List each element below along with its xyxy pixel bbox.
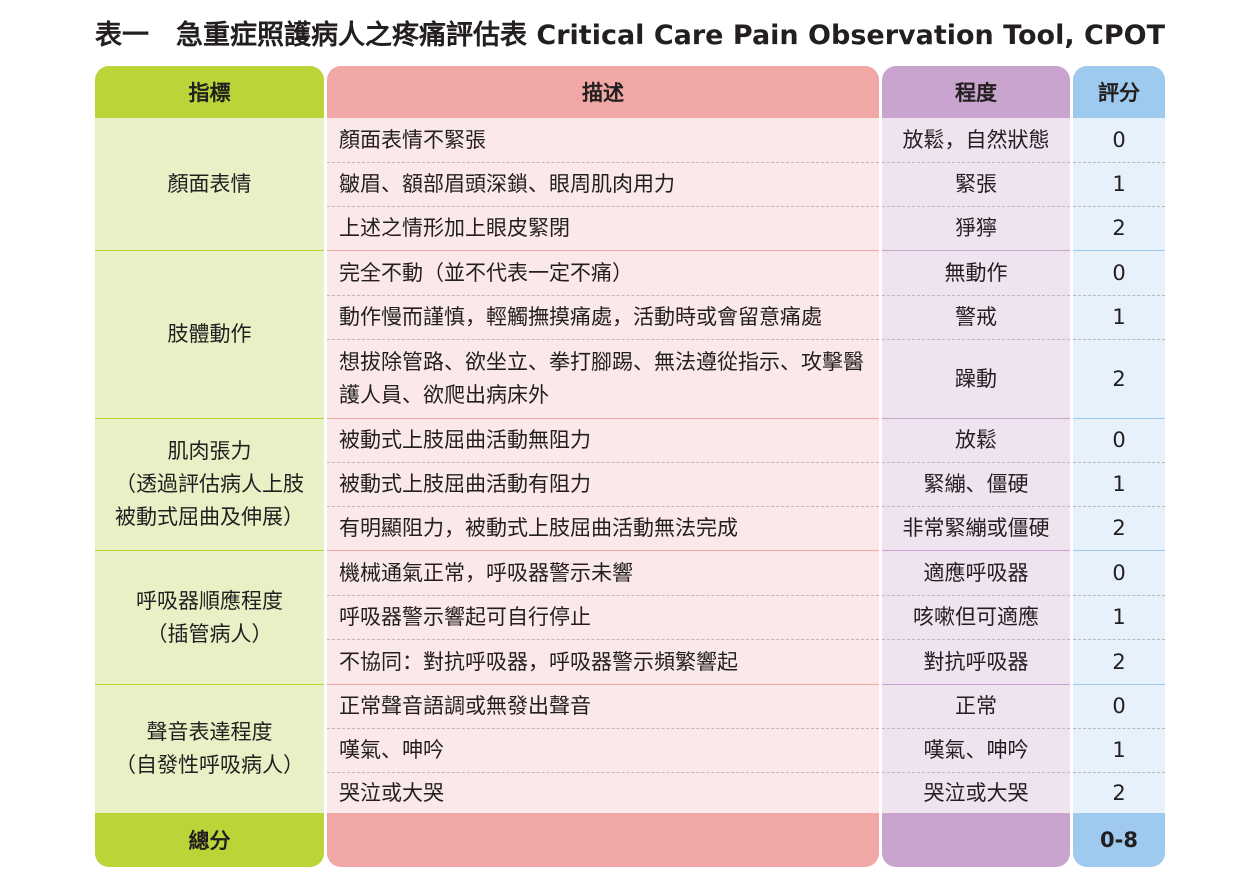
degree-cell: 警戒 [882, 295, 1070, 339]
score-cell: 1 [1073, 162, 1165, 206]
score-cell: 2 [1073, 206, 1165, 250]
description-cell: 顏面表情不緊張 [339, 127, 486, 152]
indicator-cell: 呼吸器順應程度 （插管病人） [95, 550, 324, 684]
description-cell: 想拔除管路、欲坐立、拳打腳踢、無法遵從指示、攻擊醫護人員、欲爬出病床外 [327, 339, 879, 418]
indicator-column: 指標 總分 顏面表情肢體動作 肌肉張力 （透過評估病人上肢 被動式屈曲及伸展） 呼吸… [95, 66, 324, 867]
description-cell: 嘆氣、呻吟 [327, 728, 879, 772]
description-cell: 被動式上肢屈曲活動有阻力 [327, 462, 879, 506]
description-cell: 不協同：對抗呼吸器，呼吸器警示頻繁響起 [327, 639, 879, 684]
degree-cell: 適應呼吸器 [882, 550, 1070, 595]
indicator-cell: 肌肉張力 （透過評估病人上肢 被動式屈曲及伸展） [95, 418, 324, 550]
table-title: 表一 急重症照護病人之疼痛評估表 Critical Care Pain Obse… [95, 20, 1165, 51]
indicator-cell: 肢體動作 [95, 250, 324, 418]
description-header: 描述 [327, 66, 879, 118]
total-description [327, 813, 879, 867]
description-cell: 動作慢而謹慎，輕觸撫摸痛處，活動時或會留意痛處 [327, 295, 879, 339]
total-label: 總分 [95, 813, 324, 867]
description-cell: 有明顯阻力，被動式上肢屈曲活動無法完成 [327, 506, 879, 550]
indicator-header: 指標 [95, 66, 324, 118]
description-cell: 哭泣或大哭 [327, 772, 879, 813]
degree-cell: 緊張 [882, 162, 1070, 206]
score-cell: 1 [1073, 295, 1165, 339]
indicator-cell: 聲音表達程度 （自發性呼吸病人） [95, 684, 324, 813]
degree-cell: 緊繃、僵硬 [882, 462, 1070, 506]
degree-cell: 無動作 [882, 250, 1070, 295]
score-header: 評分 [1073, 66, 1165, 118]
degree-cell: 咳嗽但可適應 [882, 595, 1070, 639]
score-cell: 2 [1073, 339, 1165, 418]
description-cell: 被動式上肢屈曲活動無阻力 [327, 418, 879, 462]
degree-header: 程度 [882, 66, 1070, 118]
description-cell: 上述之情形加上眼皮緊閉 [327, 206, 879, 250]
degree-column: 程度 放鬆，自然狀態緊張 猙獰 無動作 警戒 躁動 放鬆 緊繃、僵硬 非常緊繃或僵硬 適應呼吸器… [882, 66, 1070, 867]
score-cell: 2 [1073, 639, 1165, 684]
description-cell: 正常聲音語調或無發出聲音 [327, 684, 879, 728]
score-cell: 0 [1073, 550, 1165, 595]
description-cell: 呼吸器警示響起可自行停止 [327, 595, 879, 639]
description-column: 描述 顏面表情不緊張皺眉、額部眉頭深鎖、眼周肌肉用力 上述之情形加上眼皮緊閉 完全不… [327, 66, 879, 867]
score-cell: 0 [1073, 418, 1165, 462]
score-cell: 0 [1112, 127, 1126, 152]
score-cell: 2 [1073, 506, 1165, 550]
degree-cell: 躁動 [882, 339, 1070, 418]
degree-cell: 嘆氣、呻吟 [882, 728, 1070, 772]
degree-cell: 放鬆，自然狀態 [902, 127, 1050, 152]
degree-cell: 正常 [882, 684, 1070, 728]
score-cell: 1 [1073, 728, 1165, 772]
total-degree [882, 813, 1070, 867]
degree-cell: 非常緊繃或僵硬 [882, 506, 1070, 550]
score-cell: 0 [1073, 684, 1165, 728]
description-cell: 皺眉、額部眉頭深鎖、眼周肌肉用力 [327, 162, 879, 206]
indicator-cell: 顏面表情 [167, 171, 252, 196]
total-score: 0-8 [1073, 813, 1165, 867]
degree-cell: 放鬆 [882, 418, 1070, 462]
degree-cell: 哭泣或大哭 [882, 772, 1070, 813]
description-cell: 機械通氣正常，呼吸器警示未響 [327, 550, 879, 595]
score-cell: 0 [1073, 250, 1165, 295]
score-cell: 1 [1073, 462, 1165, 506]
degree-cell: 對抗呼吸器 [882, 639, 1070, 684]
score-cell: 1 [1073, 595, 1165, 639]
degree-cell: 猙獰 [882, 206, 1070, 250]
score-cell: 2 [1073, 772, 1165, 813]
description-cell: 完全不動（並不代表一定不痛） [327, 250, 879, 295]
